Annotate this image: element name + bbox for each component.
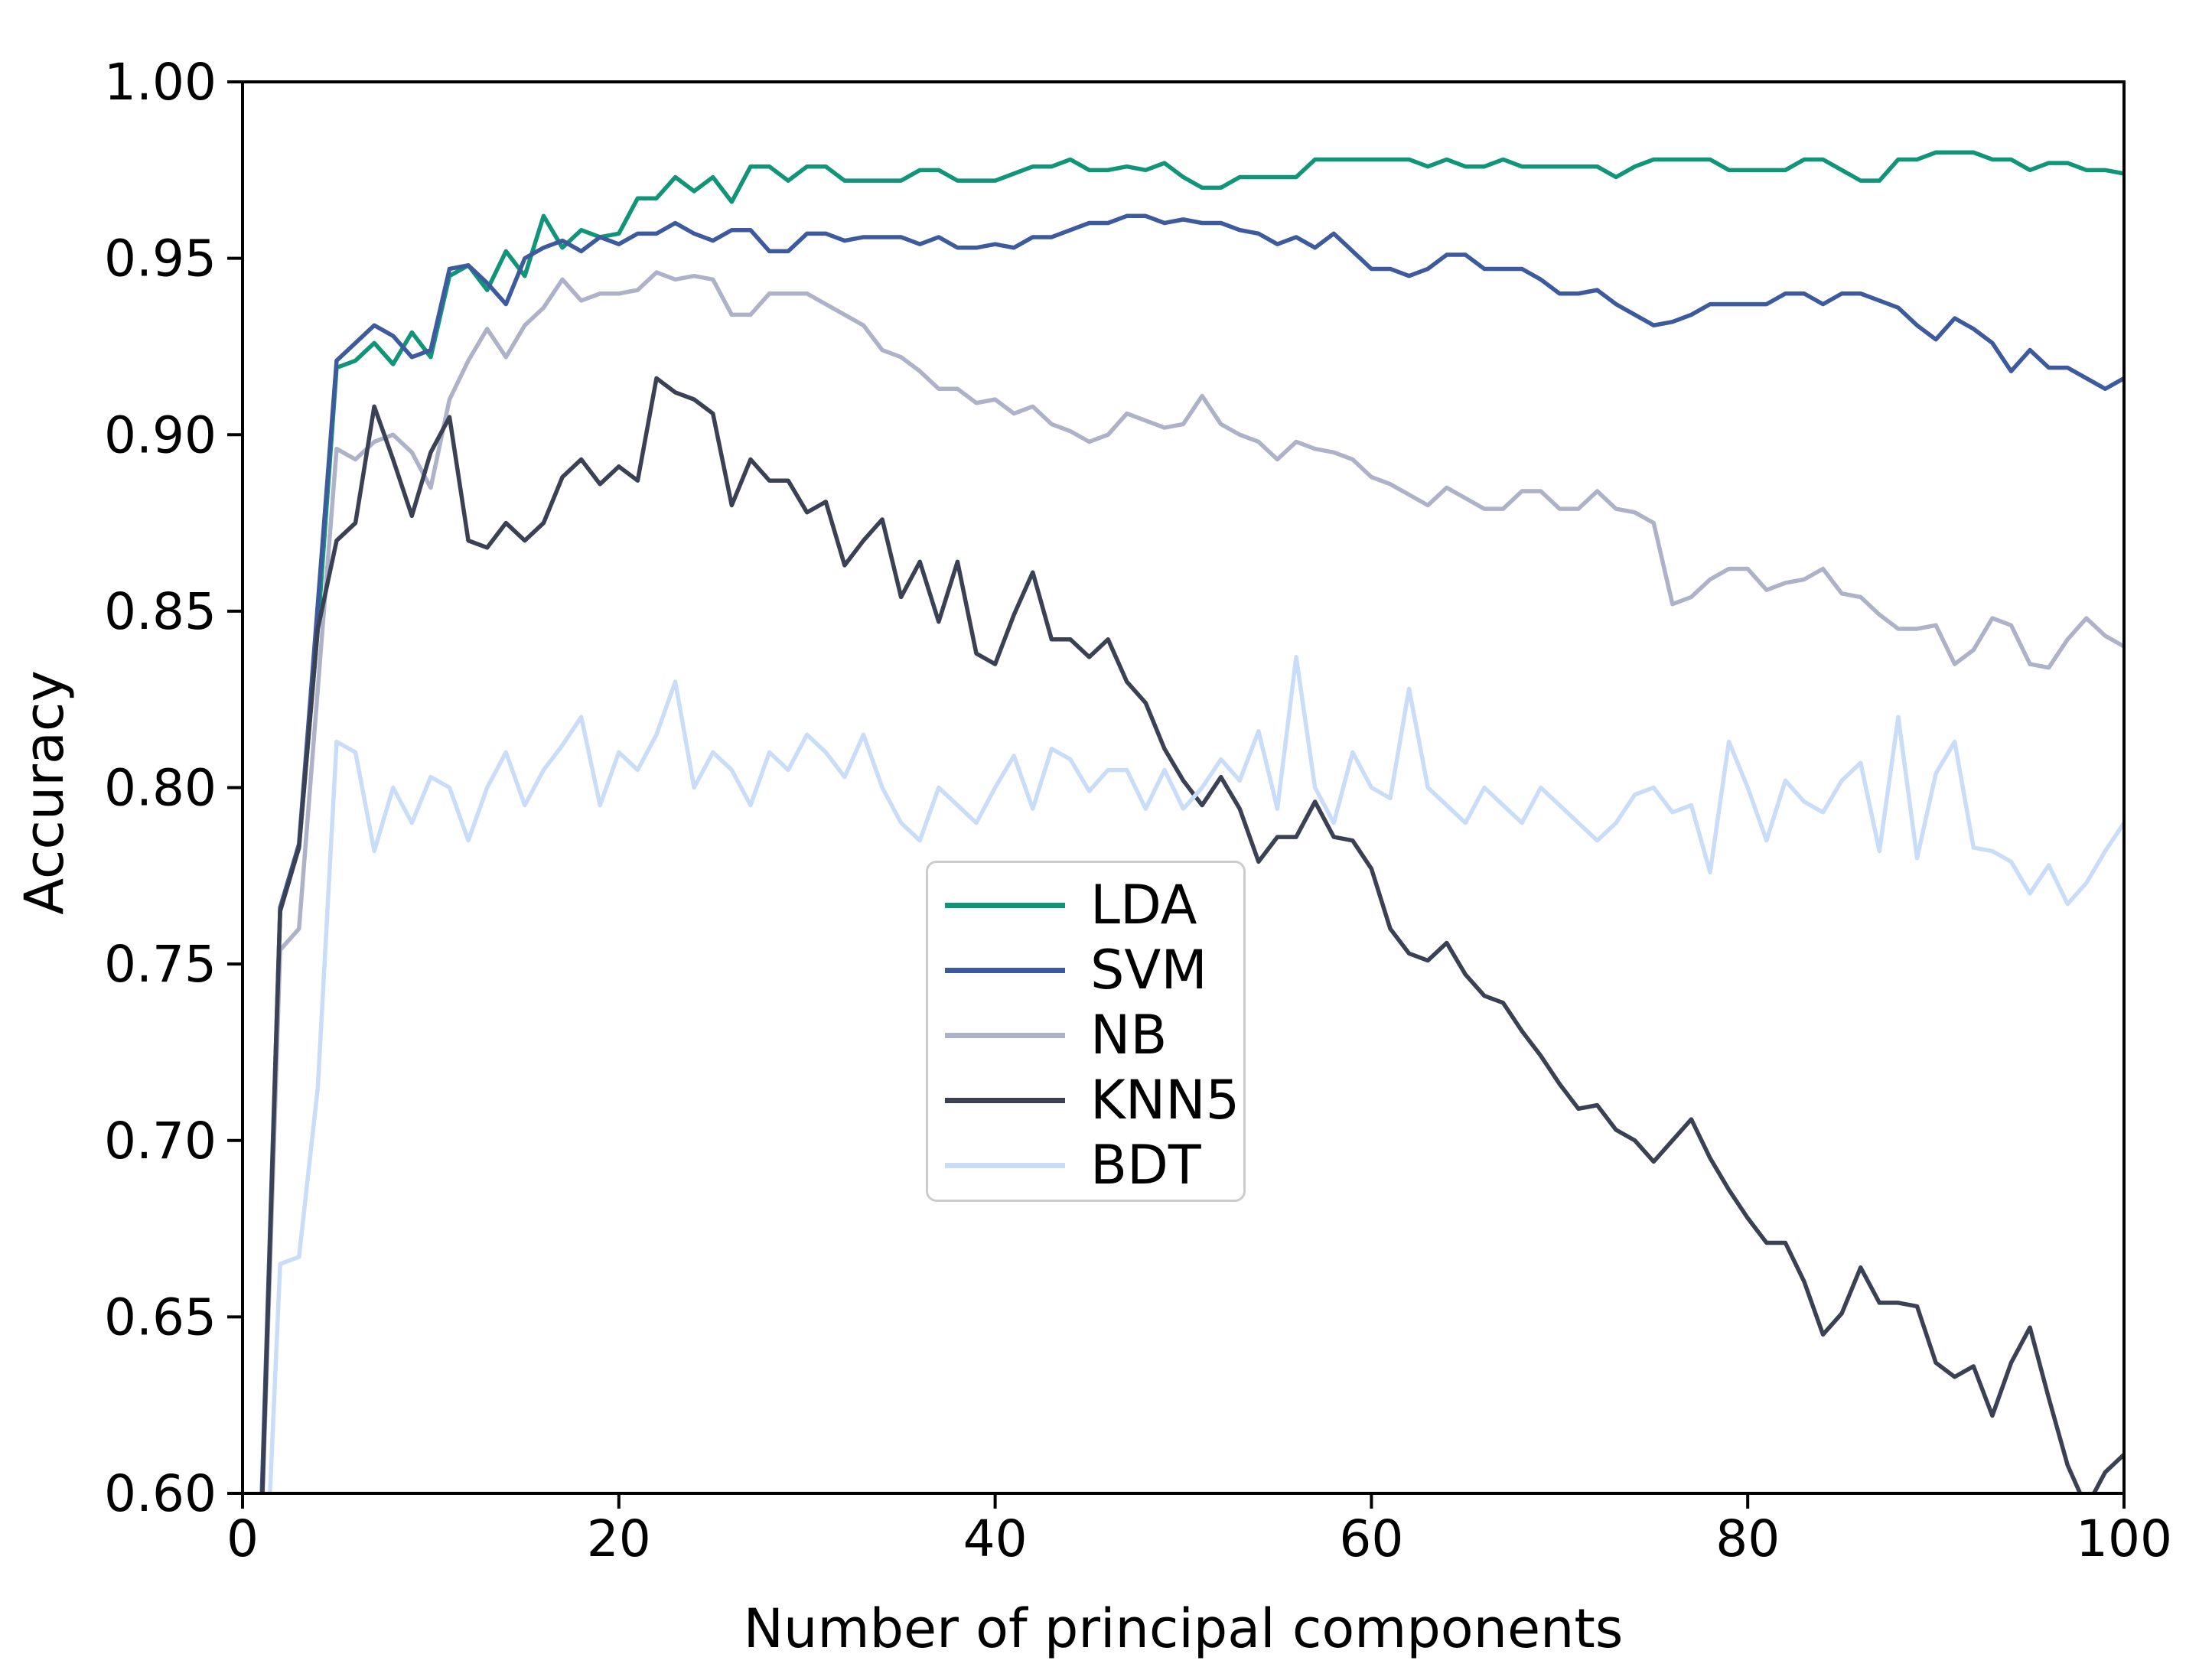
series-line-svm [259,213,2124,1493]
legend-label-lda: LDA [1090,874,1197,936]
y-axis-tick-label: 0.90 [104,405,217,464]
y-axis-tick-label: 1.00 [104,53,217,112]
y-axis-tick-label: 0.80 [104,759,217,818]
legend-swatch-lda [945,903,1065,908]
legend-label-bdt: BDT [1090,1134,1201,1197]
legend-label-svm: SVM [1090,939,1207,1001]
legend-swatch-bdt [945,1163,1065,1168]
x-axis-tick-label: 100 [2076,1509,2172,1568]
y-axis-tick-label: 0.70 [104,1112,217,1170]
plot-area [259,150,2124,1493]
legend-entry-nb: NB [928,1003,1243,1068]
y-axis-tick-label: 0.95 [104,230,217,288]
legend-label-knn5: KNN5 [1090,1069,1240,1131]
x-axis-label: Number of principal components [743,1597,1624,1660]
series-line-bdt [268,655,2124,1493]
legend-entry-lda: LDA [928,873,1243,938]
legend-label-nb: NB [1090,1004,1168,1066]
series-line-nb [260,270,2124,1493]
legend-entry-bdt: BDT [928,1133,1243,1198]
y-axis-tick-label: 0.75 [104,935,217,994]
legend-swatch-svm [945,968,1065,973]
x-axis-tick-label: 0 [226,1509,259,1568]
y-axis-tick-label: 0.65 [104,1288,217,1346]
series-line-knn5 [260,376,2124,1493]
x-axis-tick-label: 20 [587,1509,651,1568]
y-axis-tick-label: 0.85 [104,582,217,641]
x-axis-tick-label: 40 [963,1509,1028,1568]
legend-entry-svm: SVM [928,938,1243,1003]
series-line-lda [259,150,2124,1493]
axes-spines [241,80,2126,1495]
legend-entry-knn5: KNN5 [928,1068,1243,1133]
x-axis-tick-label: 60 [1339,1509,1403,1568]
legend-swatch-knn5 [945,1098,1065,1103]
x-axis-tick-label: 80 [1715,1509,1780,1568]
legend: LDA SVM NB KNN5 BDT [926,861,1246,1202]
legend-swatch-nb [945,1033,1065,1038]
y-axis-tick-label: 0.60 [104,1464,217,1523]
y-axis-label: Accuracy [13,670,76,915]
